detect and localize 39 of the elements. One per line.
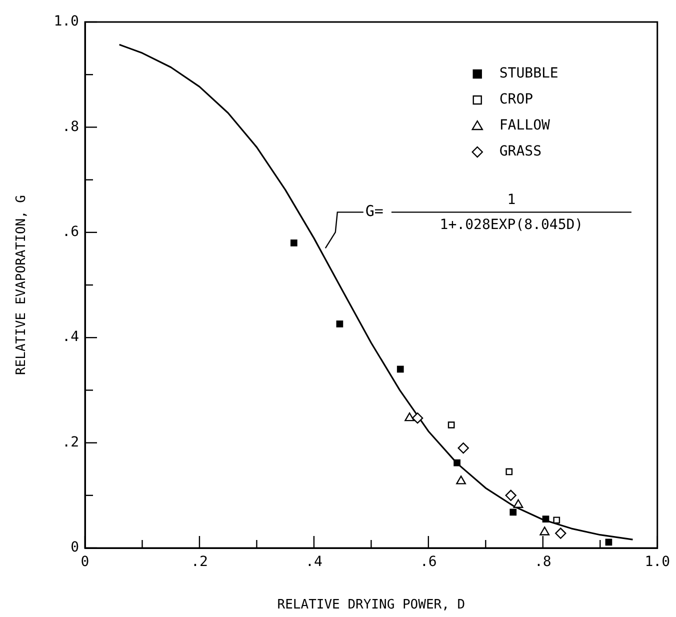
x-tick-label: 1.0 [644,554,670,570]
point [505,490,516,501]
point [456,476,466,484]
y-axis-title: RELATIVE EVAPORATION, G [14,194,30,376]
x-tick-label: .8 [534,554,552,570]
point [605,538,612,546]
point [336,320,344,328]
point [513,499,524,508]
point [396,366,404,373]
legend-label: CROP [499,92,534,108]
x-tick-label: 0 [80,554,90,570]
y-tick-label: .4 [62,329,79,346]
annotation: 1 [507,192,516,208]
legend-label: FALLOW [499,118,550,134]
y-tick-label: .8 [62,118,79,135]
legend-label: STUBBLE [499,66,558,82]
point [510,508,517,516]
x-axis-title: RELATIVE DRYING POWER, D [277,598,466,613]
x-tick-label: .6 [420,554,437,570]
point [553,516,560,524]
point [448,421,455,428]
annotation: 1+.028EXP(8.045D) [440,216,584,233]
x-tick-label: .2 [191,554,208,570]
y-tick-label: .2 [62,434,79,450]
legend-label: GRASS [499,144,542,160]
point [540,526,550,536]
point [404,412,414,422]
y-tick-label: 0 [70,540,79,556]
point [454,459,460,466]
point [506,468,513,476]
point [458,442,469,454]
annotation: G= [365,202,384,220]
point [555,528,566,539]
y-tick-label: .6 [62,224,79,240]
x-tick-label: .4 [306,554,322,570]
y-tick-label: 1.0 [54,14,79,30]
point [412,412,424,424]
point [542,516,550,522]
point [290,239,298,246]
